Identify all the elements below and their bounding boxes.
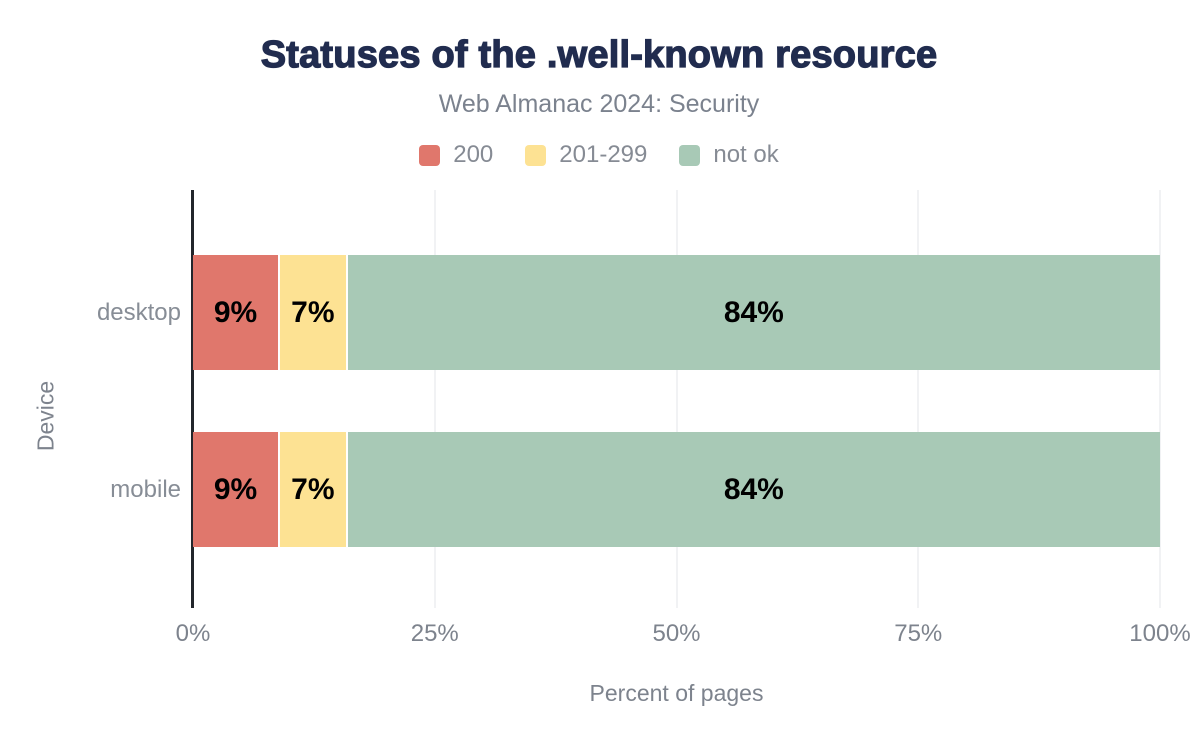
bar-value-label: 7% [291,472,335,506]
bar-value-label: 9% [213,472,258,506]
category-label-mobile: mobile [110,476,181,503]
bar-segment-desktop-200: 9% [193,255,281,370]
chart-title: Statuses of the .well-known resource [260,33,938,76]
gridline [675,190,678,608]
legend: 200 201-299 not ok [0,119,1198,169]
x-tick-label: 50% [652,620,701,647]
legend-swatch-201-299 [525,144,547,166]
x-tick-label: 25% [410,620,459,647]
legend-label: 200 [453,141,494,168]
x-tick-label: 0% [175,620,211,647]
bar-mobile: 9% 7% 84% [193,432,1160,547]
legend-item-200: 200 [419,141,493,169]
gridline [433,190,436,608]
x-tick-label: 75% [894,620,943,647]
bar-value-label: 7% [291,295,335,329]
bar-segment-mobile-200: 9% [193,432,281,547]
bar-segment-desktop-201-299: 7% [280,255,348,370]
legend-item-not-ok: not ok [679,141,779,169]
legend-label: 201-299 [559,141,648,168]
x-axis-title: Percent of pages [589,680,764,706]
legend-item-201-299: 201-299 [525,141,647,169]
plot-area: desktop mobile 9% 7% 84% 9% 7% 84% 0% 25%… [33,190,1191,706]
bar-value-label: 9% [213,295,258,329]
y-axis-line [191,190,194,608]
bar-desktop: 9% 7% 84% [193,255,1160,370]
x-tick-label: 100% [1129,620,1191,647]
bar-value-label: 84% [723,472,784,506]
gridline [917,190,920,608]
legend-swatch-200 [419,144,441,166]
y-axis-title: Device [32,380,59,451]
bar-segment-mobile-not-ok: 84% [347,432,1160,547]
gridline [1159,190,1161,608]
bar-value-label: 84% [723,295,784,329]
legend-swatch-not-ok [679,144,701,166]
bar-segment-desktop-not-ok: 84% [347,255,1160,370]
category-label-desktop: desktop [96,299,181,326]
legend-label: not ok [713,141,779,168]
bar-segment-mobile-201-299: 7% [280,432,348,547]
chart-subtitle: Web Almanac 2024: Security [438,90,760,118]
